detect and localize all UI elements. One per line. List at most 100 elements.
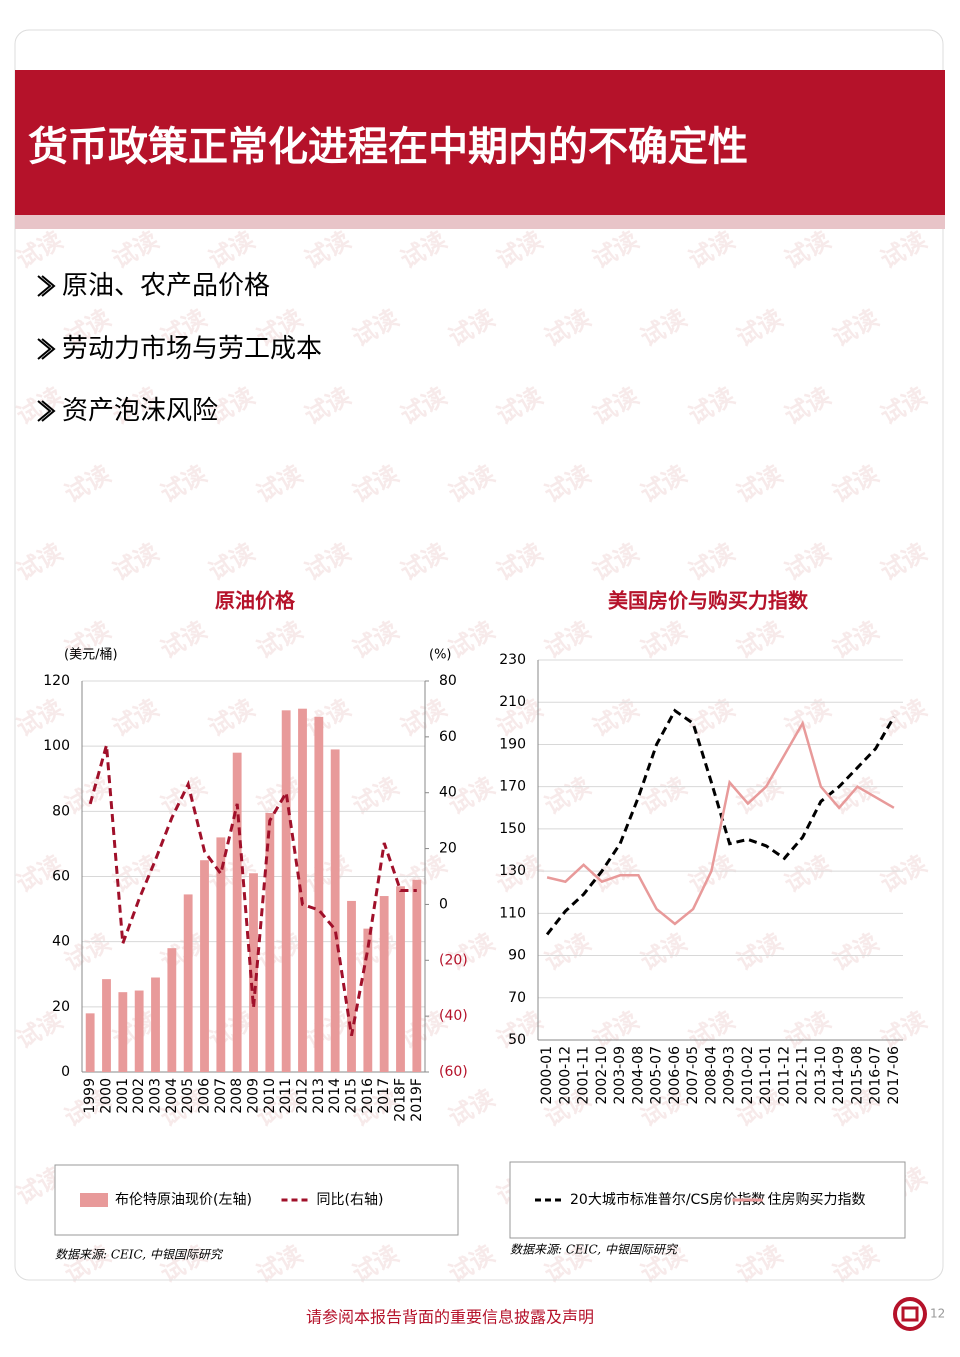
y2-tick-label: (20): [439, 952, 468, 968]
bar: [298, 708, 307, 1072]
x-tick-label: 2004-08: [630, 1046, 646, 1105]
watermark: 试读: [732, 460, 788, 508]
watermark: 试读: [396, 538, 452, 586]
y-tick-label: 170: [499, 779, 526, 795]
x-tick-label: 2006-06: [667, 1046, 683, 1105]
y-tick-label: 100: [43, 738, 70, 754]
y-tick-label: 120: [43, 673, 70, 689]
x-tick-label: 2019F: [409, 1078, 425, 1122]
bar: [249, 873, 258, 1072]
y2-tick-label: (40): [439, 1008, 468, 1024]
watermark: 试读: [252, 460, 308, 508]
x-tick-label: 2007-05: [685, 1046, 701, 1105]
x-tick-label: 2011: [278, 1078, 294, 1114]
watermark: 试读: [828, 616, 884, 664]
x-tick-label: 2011-01: [758, 1046, 774, 1105]
watermark: 试读: [780, 850, 836, 898]
watermark: 试读: [828, 304, 884, 352]
watermark: 试读: [60, 460, 116, 508]
watermark: 试读: [780, 694, 836, 742]
bar: [216, 837, 226, 1072]
watermark: 试读: [300, 538, 356, 586]
legend-label: 住房购买力指数: [768, 1192, 866, 1208]
x-tick-label: 2002: [131, 1078, 147, 1114]
bar: [379, 896, 389, 1072]
watermark: 试读: [876, 1006, 932, 1054]
watermark: 试读: [300, 226, 356, 274]
header-band: [15, 70, 945, 215]
x-tick-label: 2003-09: [612, 1046, 628, 1105]
watermark: 试读: [540, 928, 596, 976]
watermark: 试读: [732, 928, 788, 976]
logo-inner: [901, 1306, 919, 1322]
watermark: 试读: [492, 382, 548, 430]
y-tick-label: 60: [52, 869, 70, 885]
y-tick-label: 80: [52, 803, 70, 819]
bullet-text: 劳动力市场与劳工成本: [62, 334, 322, 364]
legend-swatch: [80, 1193, 108, 1207]
watermark: 试读: [348, 460, 404, 508]
watermark: 试读: [732, 1240, 788, 1288]
legend-box: [509, 1161, 906, 1239]
x-tick-label: 2011-12: [776, 1046, 792, 1105]
watermark: 试读: [12, 226, 68, 274]
y2-tick-label: 60: [439, 729, 457, 745]
x-tick-label: 2010-02: [740, 1046, 756, 1105]
legend-label: 同比(右轴): [317, 1192, 384, 1208]
y2-tick-label: 0: [439, 896, 448, 912]
watermark: 试读: [108, 694, 164, 742]
watermark: 试读: [636, 616, 692, 664]
x-tick-label: 2007: [213, 1078, 229, 1114]
watermark: 试读: [876, 382, 932, 430]
watermark: 试读: [204, 226, 260, 274]
watermark: 试读: [300, 694, 356, 742]
chart-title: 原油价格: [215, 589, 296, 613]
x-tick-label: 2012-11: [795, 1046, 811, 1105]
bullet-icon: [37, 400, 56, 422]
bar: [118, 992, 128, 1072]
y-tick-label: 40: [52, 934, 70, 950]
bar: [363, 928, 373, 1072]
watermark: 试读: [444, 1240, 500, 1288]
watermark: 试读: [204, 538, 260, 586]
bar: [85, 1013, 95, 1072]
x-tick-label: 2002-10: [594, 1046, 610, 1105]
x-tick-label: 2003: [148, 1078, 164, 1114]
y-tick-label: 90: [508, 948, 526, 964]
bar: [134, 990, 144, 1072]
header-stripe: [15, 215, 945, 229]
legend-label: 20大城市标准普尔/CS房价指数: [570, 1191, 765, 1208]
watermark: 试读: [684, 382, 740, 430]
watermark: 试读: [108, 538, 164, 586]
bullet-icon: [37, 338, 56, 360]
watermark: 试读: [396, 382, 452, 430]
watermark: 试读: [588, 538, 644, 586]
watermark: 试读: [684, 538, 740, 586]
bar: [314, 716, 324, 1072]
x-tick-label: 2013: [311, 1078, 327, 1114]
watermark: 试读: [684, 850, 740, 898]
watermark: 试读: [636, 304, 692, 352]
x-tick-label: 2017-06: [886, 1046, 902, 1105]
x-tick-label: 2000-01: [539, 1046, 555, 1105]
x-tick-label: 2001: [115, 1078, 131, 1114]
watermark: 试读: [300, 850, 356, 898]
watermark: 试读: [540, 772, 596, 820]
header-title: 货币政策正常化进程在中期内的不确定性: [28, 123, 748, 170]
bullet-text: 原油、农产品价格: [62, 271, 270, 301]
x-tick-label: 2001-11: [576, 1046, 592, 1105]
watermark: 试读: [780, 538, 836, 586]
x-tick-label: 2009-03: [722, 1046, 738, 1105]
y2-tick-label: (60): [439, 1064, 468, 1080]
slide-border: [14, 29, 944, 1281]
watermark: 试读: [252, 1240, 308, 1288]
watermark: 试读: [588, 226, 644, 274]
x-tick-label: 2018F: [393, 1078, 409, 1122]
watermark: 试读: [12, 382, 68, 430]
watermark: 试读: [684, 226, 740, 274]
watermark: 试读: [732, 616, 788, 664]
y2-tick-label: 80: [439, 673, 457, 689]
watermark: 试读: [828, 928, 884, 976]
y2-tick-label: 20: [439, 841, 457, 857]
bar: [200, 860, 209, 1072]
